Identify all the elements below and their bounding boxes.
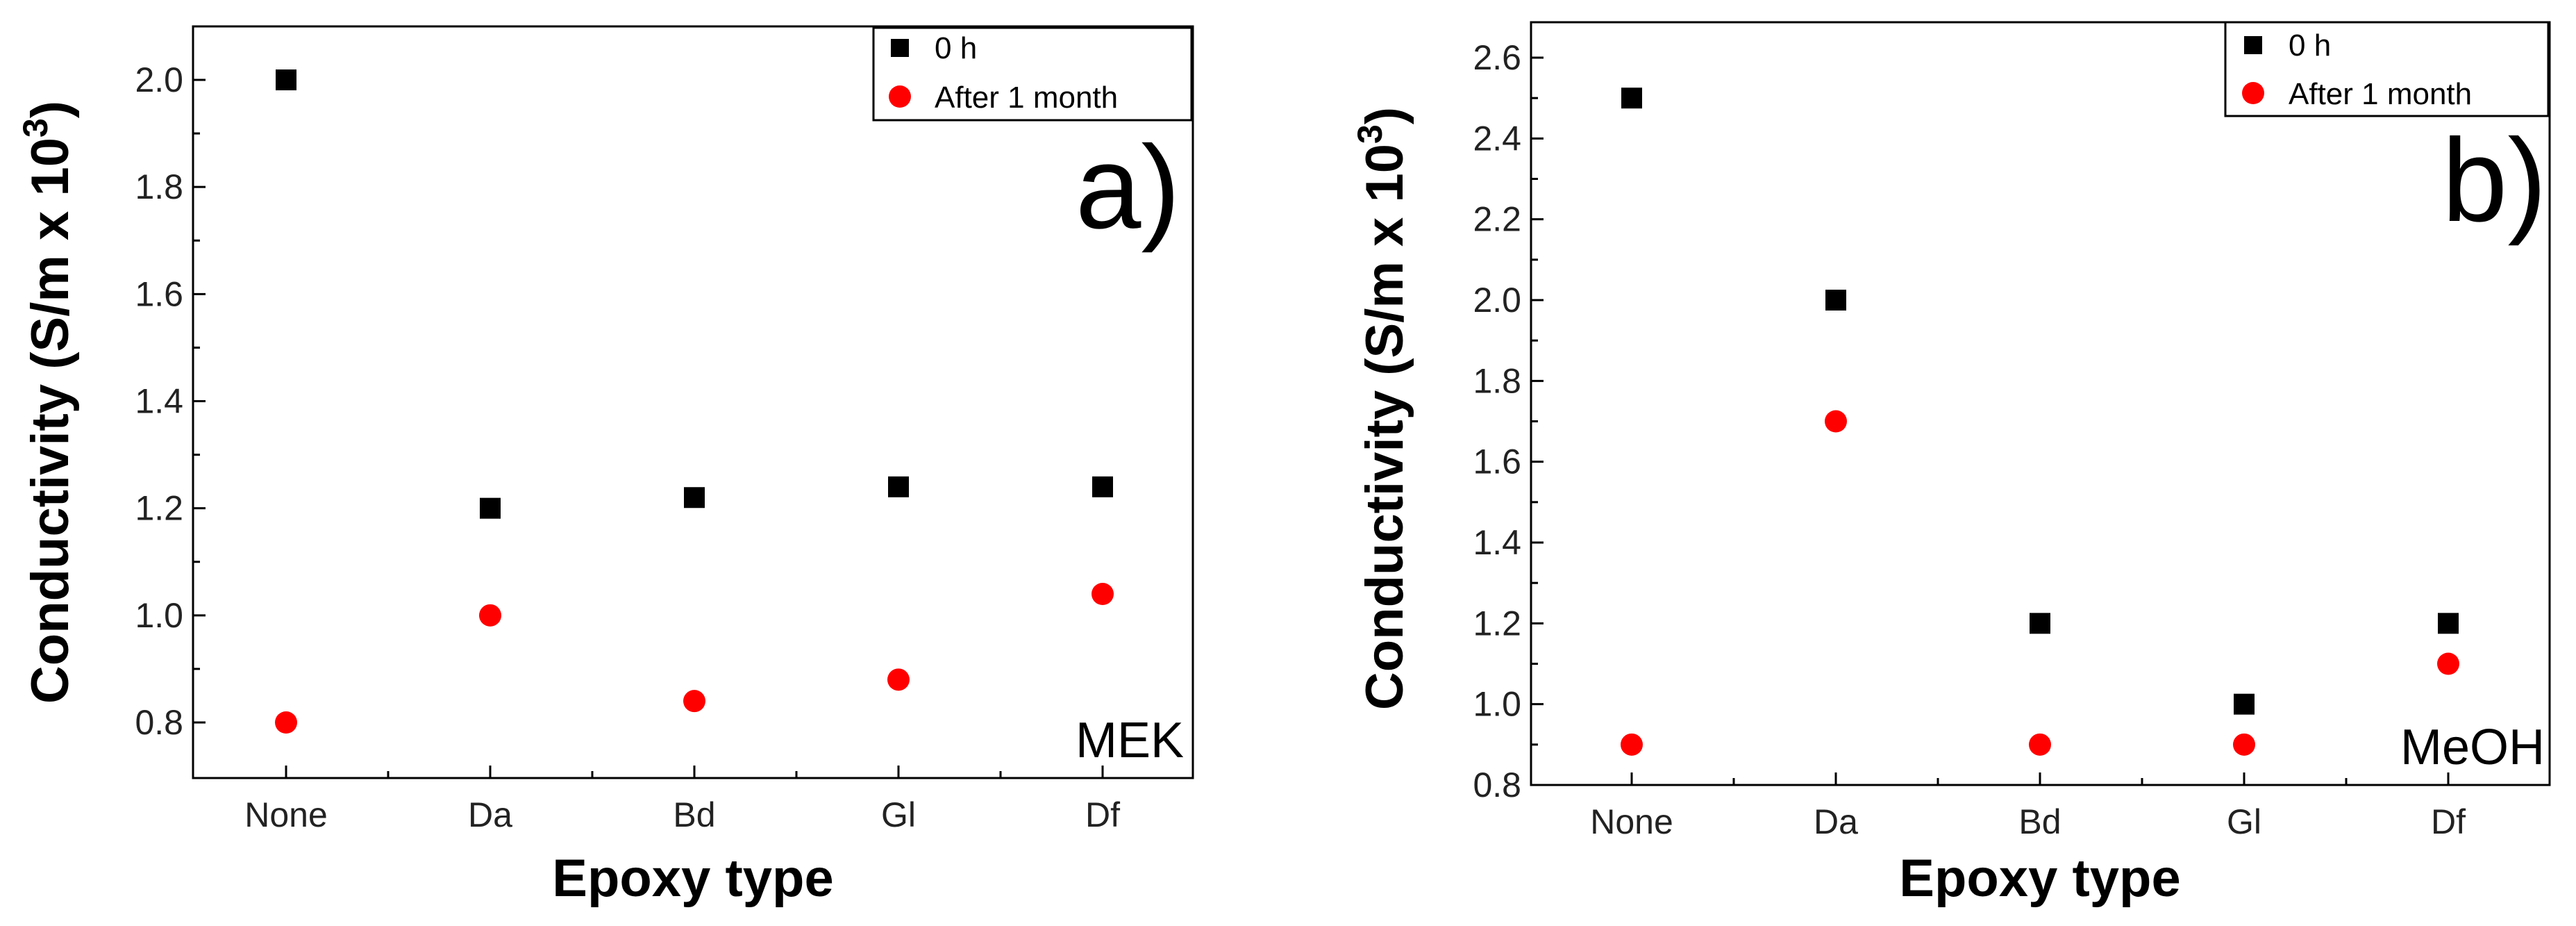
y-tick-label: 1.0 (135, 596, 183, 635)
chart-panel-b: 0.8 1.0 1.2 1.4 1.6 1.8 2.0 2.2 2.4 2.6 None Da Bd G… (1350, 21, 2551, 908)
data-point-after-1-month (1825, 410, 1847, 433)
y-axis-title-close: ) (21, 101, 80, 118)
data-point-0h (1092, 476, 1113, 497)
x-tick-label: Df (2431, 802, 2466, 841)
legend-label-after-1-month: After 1 month (2289, 77, 2472, 111)
x-tick-label: Gl (2227, 802, 2261, 841)
x-tick-label: None (244, 795, 328, 834)
legend-box (2224, 21, 2550, 117)
legend-label-0h: 0 h (2289, 28, 2331, 63)
legend-marker-circle (2242, 82, 2264, 104)
y-tick-label: 1.8 (1473, 361, 1521, 400)
plot-frame (1530, 21, 2551, 786)
x-axis-title: Epoxy type (1899, 849, 2180, 908)
y-tick-label: 1.6 (1473, 443, 1521, 481)
data-point-after-1-month (1621, 733, 1643, 756)
data-point-0h (2234, 693, 2255, 715)
data-point-0h (1621, 88, 1642, 109)
series-0h (276, 69, 1113, 519)
data-point-after-1-month (479, 604, 501, 627)
y-axis-title: Conductivity (S/m x 103) (1350, 107, 1414, 710)
y-axis-title-sup: 3 (16, 118, 55, 138)
y-axis-title: Conductivity (S/m x 103) (16, 101, 80, 704)
data-point-after-1-month (887, 668, 910, 691)
y-tick-label: 2.0 (135, 60, 183, 99)
x-tick-label: Bd (673, 795, 715, 834)
x-tick-label: Gl (881, 795, 916, 834)
data-point-0h (888, 476, 909, 497)
y-tick-label: 1.2 (1473, 604, 1521, 643)
data-point-0h (2030, 613, 2050, 634)
panel-label: b) (2442, 115, 2547, 247)
y-axis-title-sup: 3 (1350, 124, 1389, 144)
data-point-0h (2438, 613, 2459, 634)
series-after-1-month (1621, 410, 2459, 756)
data-point-0h (1825, 290, 1846, 311)
series-0h (1621, 88, 2459, 715)
solvent-label: MeOH (2400, 720, 2545, 775)
data-point-after-1-month (1092, 583, 1114, 605)
solvent-label: MEK (1076, 713, 1184, 768)
y-tick-label: 1.8 (135, 167, 183, 206)
data-point-after-1-month (2029, 733, 2051, 756)
x-axis: None Da Bd Gl Df (1590, 772, 2466, 841)
y-axis-title-main: Conductivity (S/m x 10 (1355, 144, 1414, 710)
y-tick-label: 2.4 (1473, 119, 1521, 158)
x-tick-label: Bd (2018, 802, 2061, 841)
series-after-1-month (275, 583, 1114, 734)
plot-frame (192, 25, 1194, 779)
data-point-after-1-month (2437, 652, 2459, 675)
y-tick-label: 1.4 (135, 382, 183, 421)
y-tick-label: 2.6 (1473, 38, 1521, 77)
y-tick-label: 0.8 (1473, 766, 1521, 804)
legend-label-0h: 0 h (935, 31, 977, 65)
y-axis: 0.8 1.0 1.2 1.4 1.6 1.8 2.0 2.2 2.4 2.6 (1473, 38, 1544, 804)
x-tick-label: Df (1085, 795, 1120, 834)
y-tick-label: 1.6 (135, 274, 183, 313)
x-axis: None Da Bd Gl Df (244, 766, 1120, 834)
legend: 0 h After 1 month (872, 26, 1193, 122)
x-tick-label: Da (468, 795, 512, 834)
data-point-after-1-month (683, 690, 705, 713)
y-axis-title-main: Conductivity (S/m x 10 (21, 138, 80, 704)
y-tick-label: 1.2 (135, 489, 183, 528)
y-tick-label: 0.8 (135, 703, 183, 742)
chart-panel-a: 0.8 1.0 1.2 1.4 1.6 1.8 2.0 None Da Bd Gl Df Epoxy… (16, 25, 1194, 908)
panel-label: a) (1076, 122, 1180, 254)
y-tick-label: 2.2 (1473, 200, 1521, 239)
legend-label-after-1-month: After 1 month (935, 81, 1118, 115)
data-point-after-1-month (2233, 733, 2255, 756)
x-tick-label: Da (1814, 802, 1858, 841)
y-tick-label: 1.4 (1473, 523, 1521, 562)
data-point-0h (480, 497, 501, 519)
data-point-0h (684, 487, 705, 509)
legend-marker-square (2244, 36, 2262, 54)
y-axis-title-close: ) (1355, 107, 1414, 124)
y-tick-label: 2.0 (1473, 281, 1521, 320)
data-point-after-1-month (275, 711, 297, 734)
x-tick-label: None (1590, 802, 1673, 841)
y-axis: 0.8 1.0 1.2 1.4 1.6 1.8 2.0 (135, 60, 206, 742)
legend-marker-circle (889, 85, 911, 108)
legend: 0 h After 1 month (2224, 21, 2550, 117)
legend-box (872, 26, 1193, 122)
legend-marker-square (891, 39, 909, 57)
x-axis-title: Epoxy type (552, 849, 833, 908)
y-tick-label: 1.0 (1473, 685, 1521, 724)
data-point-0h (276, 69, 296, 90)
